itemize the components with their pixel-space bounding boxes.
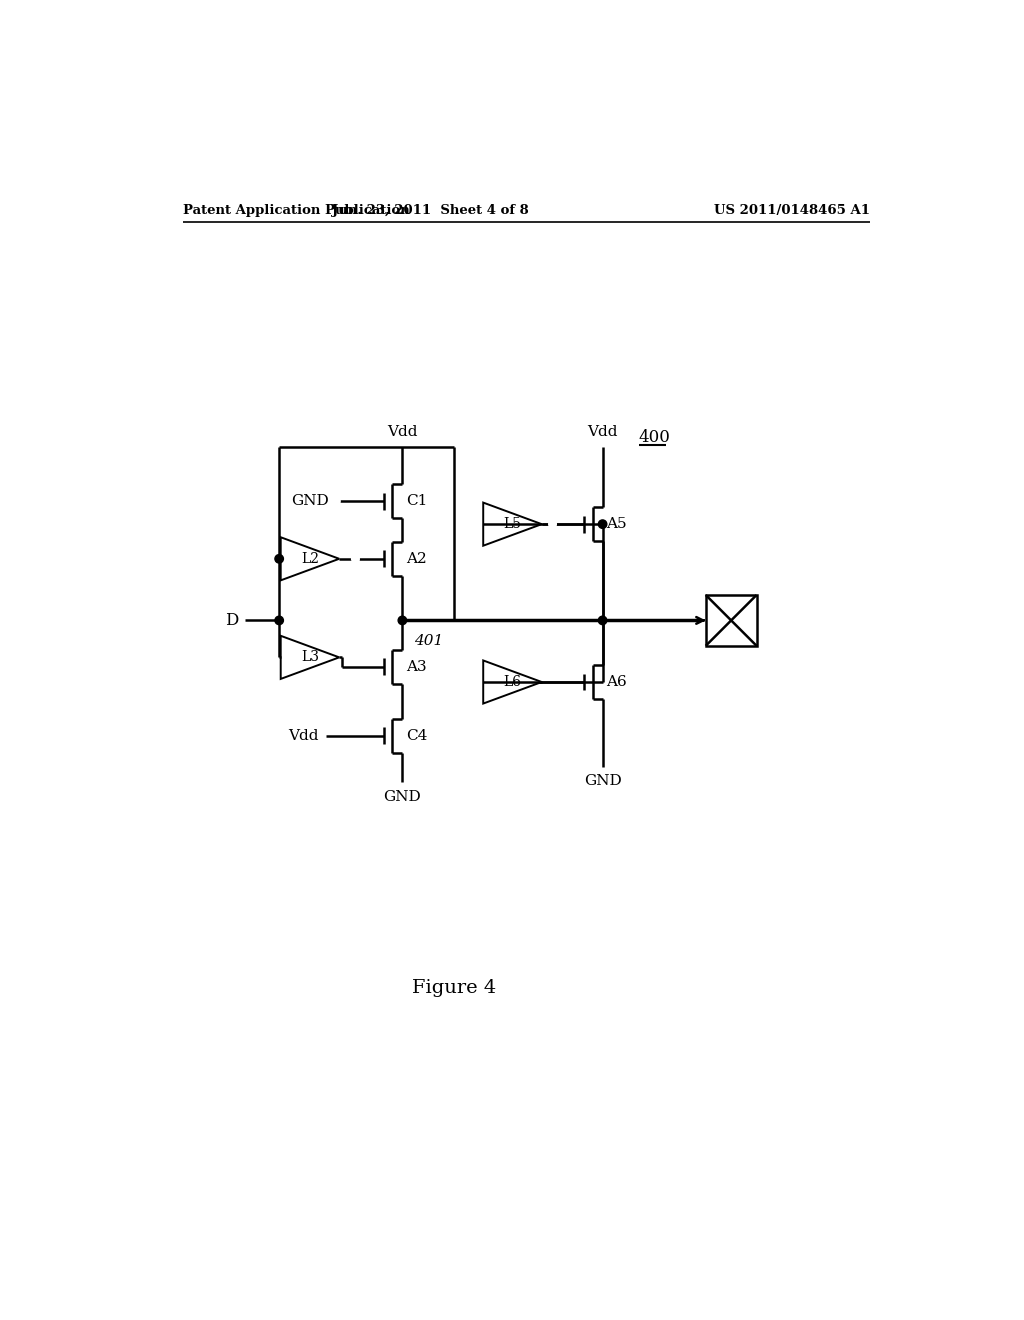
Circle shape bbox=[333, 498, 340, 504]
Text: C1: C1 bbox=[407, 494, 428, 508]
Text: L6: L6 bbox=[504, 675, 521, 689]
Text: Vdd: Vdd bbox=[588, 425, 617, 440]
Circle shape bbox=[598, 520, 607, 528]
Circle shape bbox=[549, 520, 556, 528]
Circle shape bbox=[398, 616, 407, 624]
Circle shape bbox=[274, 616, 284, 624]
Text: US 2011/0148465 A1: US 2011/0148465 A1 bbox=[714, 205, 869, 218]
Text: L2: L2 bbox=[301, 552, 318, 566]
Circle shape bbox=[274, 554, 284, 564]
Text: GND: GND bbox=[291, 494, 329, 508]
Text: Jun. 23, 2011  Sheet 4 of 8: Jun. 23, 2011 Sheet 4 of 8 bbox=[333, 205, 529, 218]
Text: C4: C4 bbox=[407, 729, 428, 743]
Text: 401: 401 bbox=[414, 635, 443, 648]
Text: A3: A3 bbox=[407, 660, 427, 673]
Text: L3: L3 bbox=[301, 651, 318, 664]
Text: D: D bbox=[225, 612, 239, 628]
Circle shape bbox=[598, 616, 607, 624]
Text: GND: GND bbox=[384, 789, 421, 804]
Bar bbox=[706, 595, 757, 645]
Text: Vdd: Vdd bbox=[387, 425, 418, 440]
Text: Vdd: Vdd bbox=[288, 729, 318, 743]
Text: 400: 400 bbox=[639, 429, 671, 446]
Text: Patent Application Publication: Patent Application Publication bbox=[183, 205, 410, 218]
Text: GND: GND bbox=[584, 775, 622, 788]
Text: L5: L5 bbox=[504, 517, 521, 531]
Text: Figure 4: Figure 4 bbox=[412, 979, 496, 998]
Text: A5: A5 bbox=[606, 517, 627, 531]
Circle shape bbox=[352, 556, 358, 562]
Text: A2: A2 bbox=[407, 552, 427, 566]
Text: A6: A6 bbox=[606, 675, 627, 689]
